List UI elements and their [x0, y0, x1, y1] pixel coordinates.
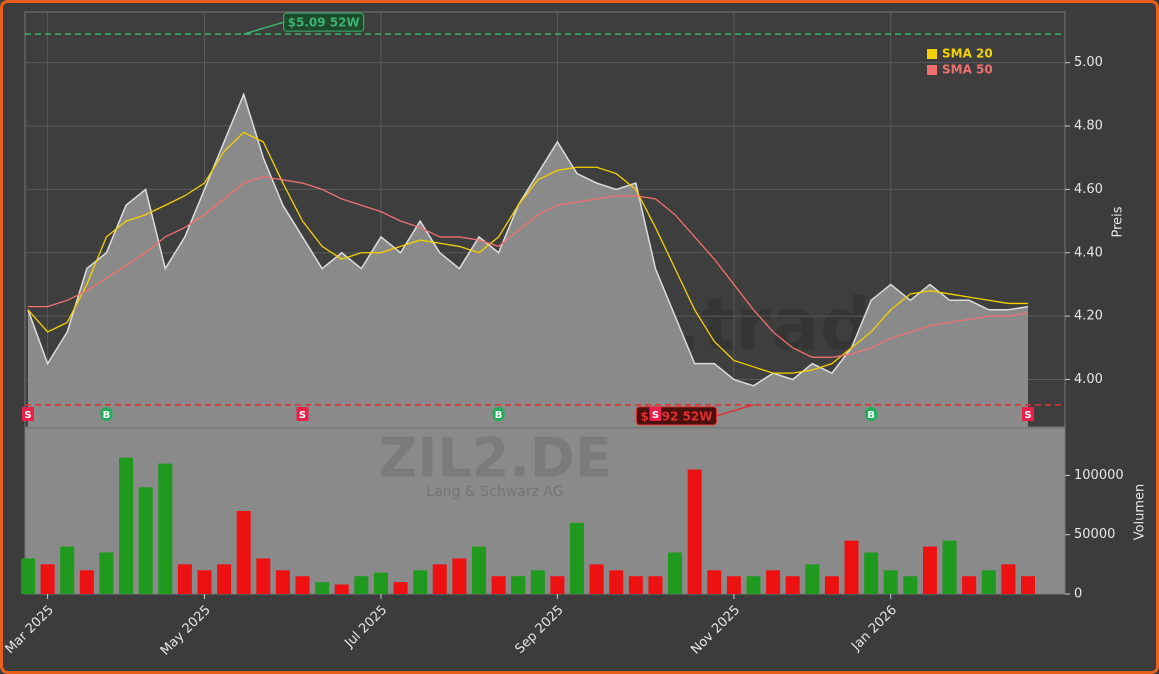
signal-marker: [492, 407, 505, 421]
volume-bar: [393, 582, 408, 594]
volume-bar: [883, 570, 898, 594]
signal-label: B: [103, 410, 111, 421]
volume-bar: [79, 570, 94, 594]
volume-bar: [864, 552, 879, 594]
volume-bar: [530, 570, 545, 594]
volume-bar: [609, 570, 624, 594]
y-tick-label: 0: [1074, 587, 1082, 602]
signal-label: S: [652, 410, 659, 421]
signal-label: S: [299, 410, 306, 421]
legend-label: SMA 20: [942, 47, 993, 61]
y-tick-label: 4.00: [1074, 372, 1103, 387]
y-axis-label: Preis: [1111, 206, 1126, 237]
volume-bar: [432, 564, 447, 594]
signal-marker: [296, 407, 309, 421]
volume-bar: [373, 572, 388, 594]
volume-panel: [24, 427, 1066, 595]
volume-bar: [687, 469, 702, 594]
volume-bar: [491, 576, 506, 594]
volume-bar: [628, 576, 643, 594]
price-area: [28, 94, 1028, 428]
volume-bar: [177, 564, 192, 594]
volume-bar: [844, 540, 859, 594]
signal-marker: [100, 407, 113, 421]
watermark-subtitle: Lang & Schwarz AG: [426, 484, 563, 500]
annotation-label: $5.09 52W: [288, 16, 360, 30]
volume-bar: [60, 546, 75, 594]
volume-bar: [668, 552, 683, 594]
volume-bar: [589, 564, 604, 594]
volume-bar: [922, 546, 937, 594]
volume-bar: [158, 463, 173, 594]
volume-bar: [217, 564, 232, 594]
y-tick-label: 4.20: [1074, 309, 1103, 324]
volume-bar: [903, 576, 918, 594]
volume-bar: [40, 564, 55, 594]
volume-bar: [785, 576, 800, 594]
price-line: [27, 92, 1029, 387]
legend-swatch: [927, 49, 937, 59]
signal-label: B: [495, 410, 503, 421]
legend-swatch: [927, 65, 937, 75]
y-tick-label: 4.40: [1074, 245, 1103, 260]
volume-bar: [981, 570, 996, 594]
volume-bar: [805, 564, 820, 594]
volume-bar: [471, 546, 486, 594]
volume-bar: [21, 558, 35, 594]
annotation-arrow: [243, 21, 284, 35]
volume-bar: [942, 540, 957, 594]
volume-bar: [746, 576, 761, 594]
volume-bar: [295, 576, 310, 594]
volume-bar: [1021, 576, 1035, 594]
signal-marker: [22, 407, 34, 421]
volume-bar: [413, 570, 428, 594]
y-tick-label: 5.00: [1074, 55, 1103, 70]
y-tick-label: 4.80: [1074, 119, 1103, 134]
volume-bar: [1001, 564, 1016, 594]
watermark-title: ZIL2.DE: [378, 427, 611, 490]
sma-line: [27, 131, 1028, 374]
volume-bar: [824, 576, 839, 594]
signal-marker: [1022, 407, 1034, 421]
volume-bar: [99, 552, 114, 594]
sma-line: [28, 176, 1029, 358]
volume-bar: [726, 576, 741, 594]
signal-marker: [649, 407, 662, 421]
annotation-arrow: [716, 404, 754, 417]
signal-label: S: [1024, 410, 1031, 421]
legend-label: SMA 50: [942, 63, 993, 77]
volume-bar: [452, 558, 467, 594]
volume-bar: [550, 576, 565, 594]
volume-bar: [275, 570, 290, 594]
volume-bar: [570, 522, 585, 594]
y-tick-label: 100000: [1074, 468, 1124, 483]
volume-bar: [138, 487, 153, 594]
y-tick-label: 50000: [1074, 527, 1115, 542]
volume-bar: [334, 584, 349, 594]
y-axis-label: Volumen: [1133, 484, 1148, 541]
volume-bar: [766, 570, 781, 594]
volume-bar: [119, 457, 134, 594]
volume-bar: [315, 582, 330, 594]
signal-label: B: [867, 410, 875, 421]
volume-bar: [354, 576, 369, 594]
annotation-box: [283, 12, 365, 32]
volume-bar: [197, 570, 212, 594]
signal-label: S: [24, 410, 31, 421]
volume-bar: [707, 570, 722, 594]
volume-bar: [511, 576, 526, 594]
volume-bar: [256, 558, 271, 594]
y-tick-label: 4.60: [1074, 182, 1103, 197]
signal-marker: [865, 407, 878, 421]
volume-bar: [236, 511, 251, 594]
volume-bar: [962, 576, 977, 594]
volume-bar: [648, 576, 663, 594]
